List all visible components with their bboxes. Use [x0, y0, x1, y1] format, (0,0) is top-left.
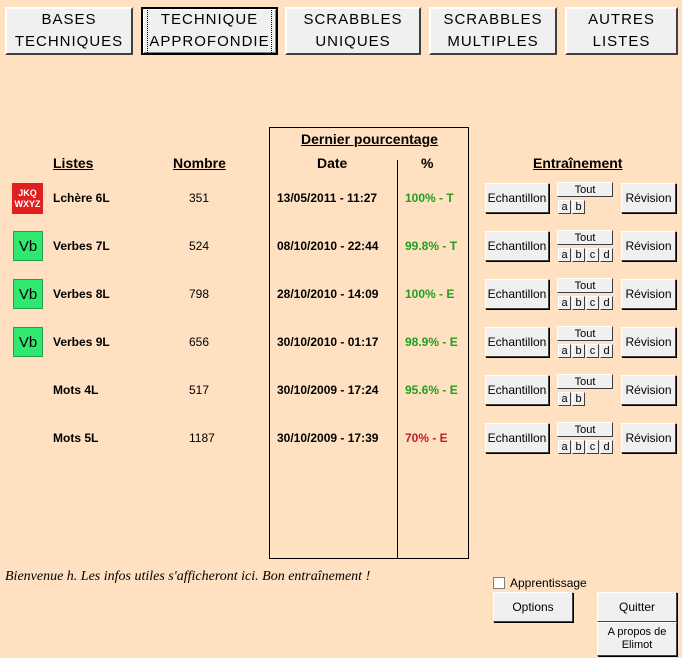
last-percentage: 95.6% - E [405, 383, 458, 397]
list-count: 798 [189, 287, 210, 301]
nav-technique-approfondie-button[interactable]: TECHNIQUE APPROFONDIE [141, 7, 278, 55]
verbes-icon: Vb [13, 231, 43, 261]
list-count: 517 [189, 383, 210, 397]
apprentissage-checkbox[interactable] [493, 577, 505, 589]
quitter-button[interactable]: Quitter [597, 592, 677, 622]
revision-button[interactable]: Révision [621, 375, 676, 405]
header-nombre: Nombre [173, 155, 226, 171]
tout-button[interactable]: Tout [557, 422, 613, 437]
nav-scrabbles-uniques-button[interactable]: SCRABBLES UNIQUES [285, 7, 421, 55]
letter-b-button[interactable]: b [572, 248, 585, 262]
last-date: 30/10/2009 - 17:39 [277, 431, 379, 445]
letter-b-button[interactable]: b [572, 392, 585, 406]
letter-b-button[interactable]: b [572, 200, 585, 214]
revision-button[interactable]: Révision [621, 279, 676, 309]
list-count: 1187 [189, 431, 215, 445]
jkq-wxyz-icon: JKQ WXYZ [12, 183, 43, 214]
list-name: Mots 5L [53, 431, 99, 445]
header-pct: % [421, 155, 434, 171]
letter-a-button[interactable]: a [558, 344, 571, 358]
list-name: Mots 4L [53, 383, 99, 397]
tout-button[interactable]: Tout [557, 182, 613, 197]
letter-d-button[interactable]: d [600, 344, 613, 358]
echantillon-button[interactable]: Echantillon [485, 231, 549, 261]
last-percentage: 100% - E [405, 287, 455, 301]
last-date: 30/10/2009 - 17:24 [277, 383, 379, 397]
last-date: 30/10/2010 - 01:17 [277, 335, 379, 349]
list-name: Verbes 8L [53, 287, 110, 301]
nav-autres-listes-button[interactable]: AUTRES LISTES [565, 7, 678, 55]
letter-a-button[interactable]: a [558, 296, 571, 310]
verbes-icon: Vb [13, 327, 43, 357]
revision-button[interactable]: Révision [621, 327, 676, 357]
last-percentage: 100% - T [405, 191, 454, 205]
tout-button[interactable]: Tout [557, 374, 613, 389]
letter-b-button[interactable]: b [572, 344, 585, 358]
letter-b-button[interactable]: b [572, 296, 585, 310]
echantillon-button[interactable]: Echantillon [485, 279, 549, 309]
verbes-icon: Vb [13, 279, 43, 309]
letter-a-button[interactable]: a [558, 248, 571, 262]
last-date: 13/05/2011 - 11:27 [277, 191, 378, 205]
header-entrainement: Entraînement [533, 155, 623, 171]
last-date: 08/10/2010 - 22:44 [277, 239, 379, 253]
revision-button[interactable]: Révision [621, 231, 676, 261]
panel-divider [397, 160, 398, 559]
echantillon-button[interactable]: Echantillon [485, 327, 549, 357]
header-date: Date [317, 155, 348, 171]
letter-c-button[interactable]: c [586, 296, 599, 310]
echantillon-button[interactable]: Echantillon [485, 423, 549, 453]
echantillon-button[interactable]: Echantillon [485, 375, 549, 405]
nav-bases-techniques-button[interactable]: BASES TECHNIQUES [5, 7, 133, 55]
last-percentage: 99.8% - T [405, 239, 458, 253]
options-button[interactable]: Options [493, 592, 573, 622]
letter-a-button[interactable]: a [558, 392, 571, 406]
list-count: 524 [189, 239, 210, 253]
tout-button[interactable]: Tout [557, 278, 613, 293]
header-dernier-pourcentage: Dernier pourcentage [301, 131, 438, 147]
tout-button[interactable]: Tout [557, 326, 613, 341]
header-listes: Listes [53, 155, 94, 171]
echantillon-button[interactable]: Echantillon [485, 183, 549, 213]
letter-c-button[interactable]: c [586, 344, 599, 358]
a-propos-button[interactable]: A propos de Elimot [597, 622, 677, 656]
letter-a-button[interactable]: a [558, 200, 571, 214]
dernier-pourcentage-panel [269, 127, 469, 559]
letter-c-button[interactable]: c [586, 440, 599, 454]
list-name: Verbes 7L [53, 239, 110, 253]
list-count: 351 [189, 191, 210, 205]
list-count: 656 [189, 335, 210, 349]
apprentissage-label: Apprentissage [510, 576, 587, 590]
letter-a-button[interactable]: a [558, 440, 571, 454]
list-name: Lchère 6L [53, 191, 110, 205]
nav-scrabbles-multiples-button[interactable]: SCRABBLES MULTIPLES [429, 7, 557, 55]
list-name: Verbes 9L [53, 335, 110, 349]
letter-b-button[interactable]: b [572, 440, 585, 454]
last-percentage: 70% - E [405, 431, 448, 445]
revision-button[interactable]: Révision [621, 183, 676, 213]
tout-button[interactable]: Tout [557, 230, 613, 245]
last-percentage: 98.9% - E [405, 335, 458, 349]
letter-d-button[interactable]: d [600, 296, 613, 310]
status-message: Bienvenue h. Les infos utiles s'afficher… [5, 569, 371, 584]
last-date: 28/10/2010 - 14:09 [277, 287, 379, 301]
revision-button[interactable]: Révision [621, 423, 676, 453]
letter-d-button[interactable]: d [600, 440, 613, 454]
letter-d-button[interactable]: d [600, 248, 613, 262]
letter-c-button[interactable]: c [586, 248, 599, 262]
